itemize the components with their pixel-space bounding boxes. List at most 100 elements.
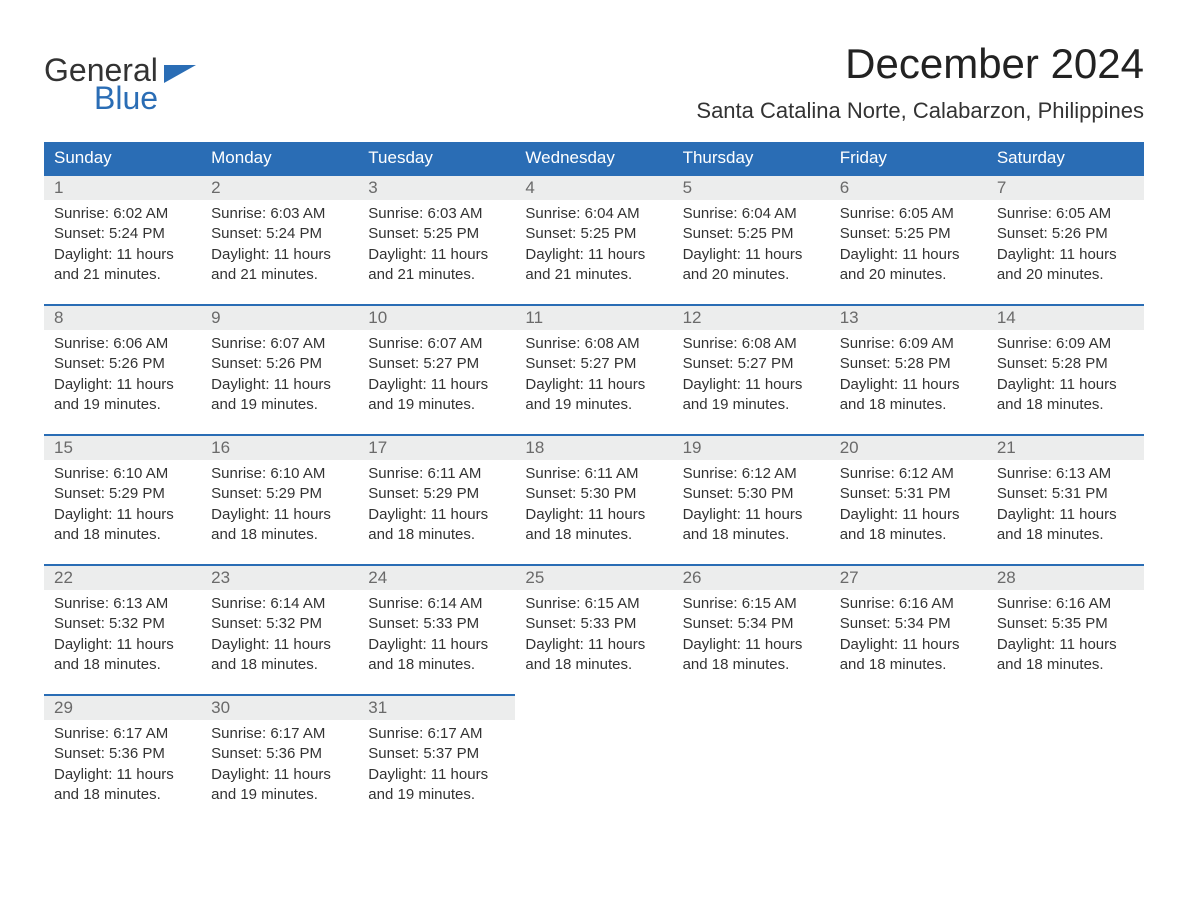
daylight-line-1: Daylight: 11 hours [525,375,662,395]
sunset-text: Sunset: 5:30 PM [525,484,662,504]
daylight-line-1: Daylight: 11 hours [997,245,1134,265]
day-number: 16 [201,436,358,460]
sunset-text: Sunset: 5:26 PM [211,354,348,374]
day-number: 26 [673,566,830,590]
day-body: Sunrise: 6:14 AMSunset: 5:33 PMDaylight:… [358,590,515,683]
daylight-line-1: Daylight: 11 hours [997,635,1134,655]
sunrise-text: Sunrise: 6:12 AM [840,464,977,484]
day-body: Sunrise: 6:17 AMSunset: 5:36 PMDaylight:… [44,720,201,813]
sunset-text: Sunset: 5:32 PM [54,614,191,634]
day-cell: 30Sunrise: 6:17 AMSunset: 5:36 PMDayligh… [201,695,358,825]
sunrise-text: Sunrise: 6:11 AM [368,464,505,484]
daylight-line-1: Daylight: 11 hours [54,765,191,785]
sunrise-text: Sunrise: 6:04 AM [683,204,820,224]
sunset-text: Sunset: 5:34 PM [683,614,820,634]
sunrise-text: Sunrise: 6:14 AM [368,594,505,614]
empty-cell [987,695,1144,825]
day-header: Monday [201,142,358,175]
day-cell: 24Sunrise: 6:14 AMSunset: 5:33 PMDayligh… [358,565,515,695]
sunrise-text: Sunrise: 6:05 AM [840,204,977,224]
daylight-line-2: and 19 minutes. [683,395,820,415]
day-number: 27 [830,566,987,590]
daylight-line-1: Daylight: 11 hours [683,375,820,395]
day-number: 28 [987,566,1144,590]
day-number: 3 [358,176,515,200]
day-body: Sunrise: 6:17 AMSunset: 5:37 PMDaylight:… [358,720,515,813]
day-body: Sunrise: 6:05 AMSunset: 5:26 PMDaylight:… [987,200,1144,293]
daylight-line-2: and 18 minutes. [997,525,1134,545]
sunrise-text: Sunrise: 6:05 AM [997,204,1134,224]
daylight-line-1: Daylight: 11 hours [211,635,348,655]
day-body: Sunrise: 6:09 AMSunset: 5:28 PMDaylight:… [830,330,987,423]
sunset-text: Sunset: 5:33 PM [368,614,505,634]
sunset-text: Sunset: 5:31 PM [997,484,1134,504]
sunset-text: Sunset: 5:24 PM [54,224,191,244]
day-body: Sunrise: 6:08 AMSunset: 5:27 PMDaylight:… [515,330,672,423]
daylight-line-2: and 20 minutes. [683,265,820,285]
location-subtitle: Santa Catalina Norte, Calabarzon, Philip… [696,98,1144,124]
daylight-line-1: Daylight: 11 hours [54,505,191,525]
day-body: Sunrise: 6:11 AMSunset: 5:29 PMDaylight:… [358,460,515,553]
day-cell: 23Sunrise: 6:14 AMSunset: 5:32 PMDayligh… [201,565,358,695]
day-cell: 18Sunrise: 6:11 AMSunset: 5:30 PMDayligh… [515,435,672,565]
daylight-line-2: and 19 minutes. [54,395,191,415]
daylight-line-1: Daylight: 11 hours [211,245,348,265]
day-cell: 14Sunrise: 6:09 AMSunset: 5:28 PMDayligh… [987,305,1144,435]
sunrise-text: Sunrise: 6:11 AM [525,464,662,484]
day-number: 13 [830,306,987,330]
day-cell: 12Sunrise: 6:08 AMSunset: 5:27 PMDayligh… [673,305,830,435]
daylight-line-2: and 19 minutes. [368,785,505,805]
sunset-text: Sunset: 5:32 PM [211,614,348,634]
day-number: 4 [515,176,672,200]
day-cell: 3Sunrise: 6:03 AMSunset: 5:25 PMDaylight… [358,175,515,305]
day-body: Sunrise: 6:02 AMSunset: 5:24 PMDaylight:… [44,200,201,293]
day-number: 20 [830,436,987,460]
sunrise-text: Sunrise: 6:16 AM [840,594,977,614]
day-cell: 31Sunrise: 6:17 AMSunset: 5:37 PMDayligh… [358,695,515,825]
day-body: Sunrise: 6:04 AMSunset: 5:25 PMDaylight:… [515,200,672,293]
day-header: Saturday [987,142,1144,175]
day-number: 14 [987,306,1144,330]
sunset-text: Sunset: 5:36 PM [54,744,191,764]
daylight-line-2: and 21 minutes. [368,265,505,285]
daylight-line-1: Daylight: 11 hours [840,375,977,395]
daylight-line-2: and 18 minutes. [840,525,977,545]
sunrise-text: Sunrise: 6:03 AM [368,204,505,224]
day-body: Sunrise: 6:12 AMSunset: 5:30 PMDaylight:… [673,460,830,553]
day-cell: 9Sunrise: 6:07 AMSunset: 5:26 PMDaylight… [201,305,358,435]
sunset-text: Sunset: 5:27 PM [525,354,662,374]
day-cell: 10Sunrise: 6:07 AMSunset: 5:27 PMDayligh… [358,305,515,435]
sunrise-text: Sunrise: 6:15 AM [525,594,662,614]
day-number: 12 [673,306,830,330]
daylight-line-2: and 19 minutes. [211,395,348,415]
sunset-text: Sunset: 5:25 PM [525,224,662,244]
day-number: 23 [201,566,358,590]
sunset-text: Sunset: 5:29 PM [368,484,505,504]
day-body: Sunrise: 6:16 AMSunset: 5:35 PMDaylight:… [987,590,1144,683]
week-row: 22Sunrise: 6:13 AMSunset: 5:32 PMDayligh… [44,565,1144,695]
daylight-line-1: Daylight: 11 hours [525,505,662,525]
header: General Blue December 2024 Santa Catalin… [44,40,1144,124]
week-row: 15Sunrise: 6:10 AMSunset: 5:29 PMDayligh… [44,435,1144,565]
sunset-text: Sunset: 5:33 PM [525,614,662,634]
sunrise-text: Sunrise: 6:08 AM [683,334,820,354]
sunrise-text: Sunrise: 6:10 AM [211,464,348,484]
day-cell: 16Sunrise: 6:10 AMSunset: 5:29 PMDayligh… [201,435,358,565]
daylight-line-2: and 18 minutes. [840,395,977,415]
day-cell: 7Sunrise: 6:05 AMSunset: 5:26 PMDaylight… [987,175,1144,305]
day-number: 19 [673,436,830,460]
sunrise-text: Sunrise: 6:12 AM [683,464,820,484]
week-row: 29Sunrise: 6:17 AMSunset: 5:36 PMDayligh… [44,695,1144,825]
daylight-line-1: Daylight: 11 hours [997,375,1134,395]
day-body: Sunrise: 6:17 AMSunset: 5:36 PMDaylight:… [201,720,358,813]
day-cell: 27Sunrise: 6:16 AMSunset: 5:34 PMDayligh… [830,565,987,695]
day-body: Sunrise: 6:07 AMSunset: 5:27 PMDaylight:… [358,330,515,423]
daylight-line-2: and 18 minutes. [54,525,191,545]
daylight-line-1: Daylight: 11 hours [54,635,191,655]
day-body: Sunrise: 6:15 AMSunset: 5:33 PMDaylight:… [515,590,672,683]
day-body: Sunrise: 6:05 AMSunset: 5:25 PMDaylight:… [830,200,987,293]
day-body: Sunrise: 6:14 AMSunset: 5:32 PMDaylight:… [201,590,358,683]
day-body: Sunrise: 6:10 AMSunset: 5:29 PMDaylight:… [201,460,358,553]
day-number: 21 [987,436,1144,460]
daylight-line-1: Daylight: 11 hours [54,245,191,265]
